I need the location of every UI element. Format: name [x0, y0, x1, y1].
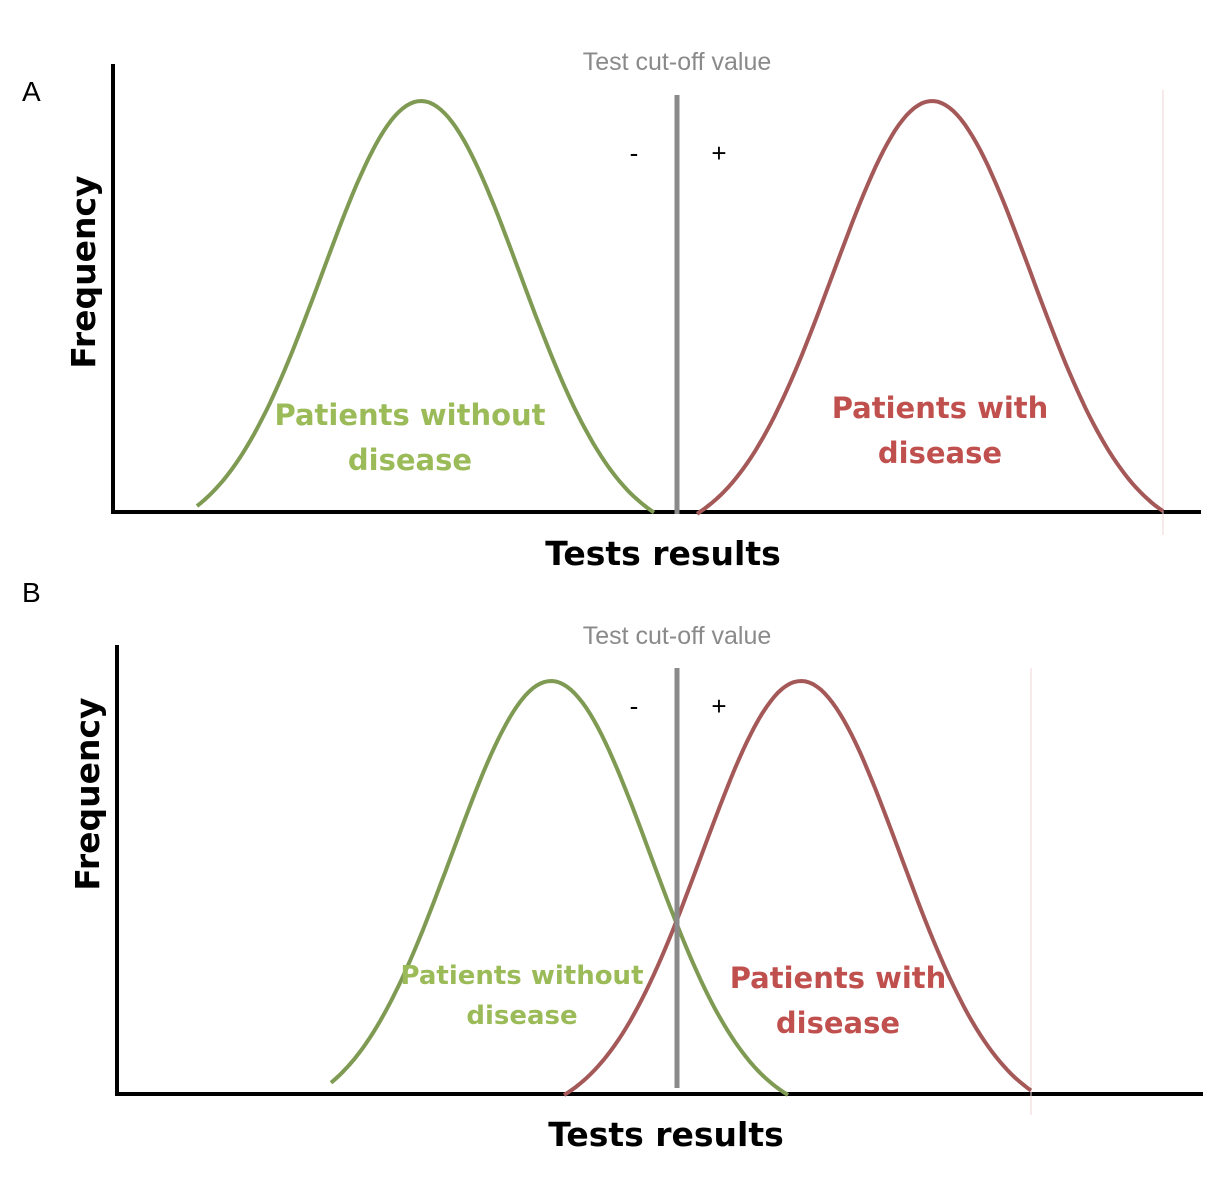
panel-b-x-axis-label: Tests results: [548, 1115, 784, 1154]
panel-a-negative-sign: -: [630, 138, 639, 168]
panel-b-disease-label-line2: disease: [776, 1006, 900, 1040]
panel-a-y-axis-label: Frequency: [64, 175, 103, 368]
panel-a-disease-label-line1: Patients with: [832, 391, 1049, 425]
panel-a-cutoff-label: Test cut-off value: [583, 48, 772, 76]
panel-b-cutoff-label: Test cut-off value: [583, 622, 772, 650]
panel-a-disease-curve: [695, 99, 1165, 516]
panel-b-disease-label-line1: Patients with: [730, 961, 947, 995]
panel-a-x-axis-label: Tests results: [545, 534, 781, 573]
panel-a-healthy-label-line1: Patients without: [274, 398, 545, 432]
panel-b-y-axis-label: Frequency: [68, 697, 107, 890]
panel-b: B Test cut-off value - + Frequency Tests…: [22, 577, 1203, 1154]
panel-b-letter: B: [22, 577, 41, 608]
panel-a: A Test cut-off value - + Frequency Tests…: [22, 48, 1201, 573]
panel-b-negative-sign: -: [630, 691, 639, 721]
panel-a-positive-sign: +: [711, 138, 726, 168]
panel-b-disease-curve: [562, 678, 1033, 1097]
panel-b-positive-sign: +: [711, 691, 726, 721]
panel-a-healthy-curve: [195, 98, 656, 515]
panel-a-disease-label-line2: disease: [878, 436, 1002, 470]
panel-a-healthy-label-line2: disease: [348, 443, 472, 477]
panel-b-healthy-label-line1: Patients without: [400, 961, 643, 991]
panel-a-letter: A: [22, 76, 41, 107]
panel-b-healthy-curve: [329, 678, 790, 1097]
panel-b-healthy-label-line2: disease: [466, 1001, 577, 1031]
